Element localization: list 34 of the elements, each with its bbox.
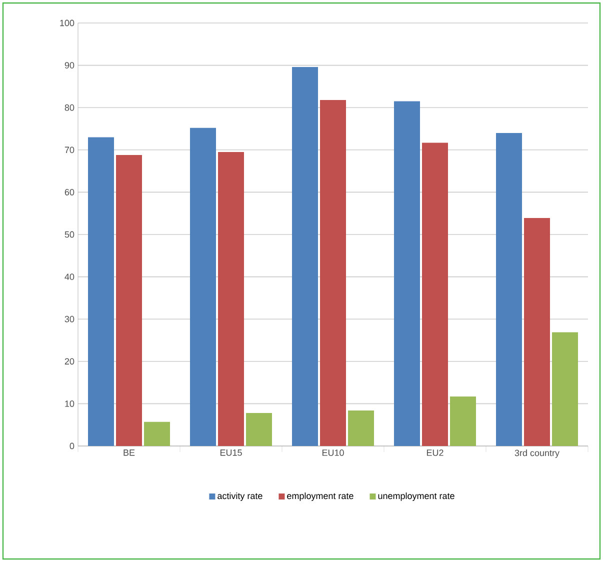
y-tick-label: 100 (60, 20, 74, 26)
y-tick-label: 90 (64, 62, 74, 68)
bar (246, 412, 272, 446)
bar (190, 128, 216, 446)
legend-label: employment rate (287, 492, 354, 501)
bar (422, 142, 448, 446)
bar (218, 152, 244, 446)
legend-label: activity rate (218, 492, 262, 501)
x-tick-label: EU10 (322, 450, 344, 456)
x-tick-label: EU2 (426, 450, 444, 456)
bar (116, 154, 142, 446)
y-tick-label: 50 (64, 231, 74, 238)
x-tick-label: BE (124, 450, 135, 456)
bar (394, 101, 420, 446)
bar (348, 410, 374, 446)
bar (88, 137, 114, 446)
bar (450, 396, 476, 446)
legend-label: unemployment rate (378, 492, 454, 501)
y-tick-label: 10 (65, 400, 74, 407)
bar (144, 422, 170, 446)
y-tick-label: 30 (64, 316, 74, 322)
x-tick-label: 3rd country (514, 450, 560, 458)
y-tick-label: 60 (64, 189, 74, 196)
bar (292, 66, 318, 446)
bar (496, 132, 522, 446)
y-tick-label: 0 (70, 442, 74, 450)
y-tick-label: 40 (64, 274, 74, 280)
y-tick-label: 80 (64, 104, 74, 111)
y-tick-label: 20 (64, 358, 74, 365)
bar (552, 332, 578, 446)
y-tick-label: 70 (64, 146, 74, 154)
x-tick-label: EU15 (220, 450, 242, 456)
bar (524, 218, 550, 446)
bar (320, 100, 346, 446)
